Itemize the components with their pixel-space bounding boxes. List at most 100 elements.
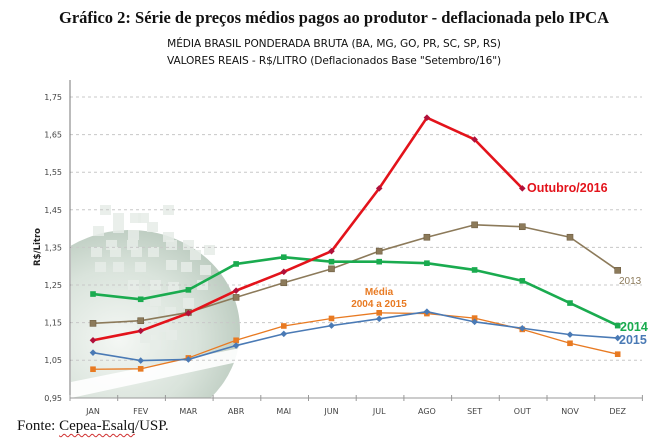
data-point (328, 258, 335, 265)
data-point (566, 331, 574, 338)
y-tick-label: 1,25 (44, 281, 62, 290)
data-point (614, 267, 622, 274)
data-point (567, 300, 573, 306)
data-point (519, 324, 526, 332)
data-point (471, 318, 478, 326)
y-tick-label: 1,65 (44, 131, 62, 140)
y-tick-label: 1,75 (44, 93, 62, 102)
bg-square (147, 325, 158, 335)
data-point (137, 327, 144, 335)
data-point (614, 322, 621, 329)
bg-square (110, 247, 121, 257)
data-point (232, 287, 240, 294)
data-point (185, 356, 192, 363)
bg-square (113, 223, 124, 233)
bg-square (130, 213, 141, 223)
x-tick-label: MAR (179, 407, 197, 416)
bg-square (93, 226, 104, 236)
data-point (328, 265, 335, 273)
data-point (471, 221, 478, 229)
series-label: 2014 (620, 320, 648, 334)
data-point (185, 287, 192, 293)
bg-square (147, 222, 158, 232)
bg-square (200, 265, 211, 275)
bg-square (106, 240, 117, 250)
data-point (328, 247, 335, 255)
chart-subtitle-2: VALORES REAIS - R$/LITRO (Deflacionados … (166, 55, 502, 67)
data-point (519, 278, 526, 284)
x-tick-label: JAN (85, 407, 100, 416)
data-point (280, 279, 288, 287)
x-tick-label: ABR (228, 407, 245, 416)
data-point (89, 320, 97, 327)
data-point (567, 340, 573, 347)
bg-square (150, 340, 161, 350)
footer-prefix: Fonte: (17, 418, 60, 434)
data-point (280, 323, 287, 329)
data-point (614, 351, 621, 357)
chart-title: Gráfico 2: Série de preços médios pagos … (59, 8, 609, 27)
data-point (232, 294, 240, 301)
x-tick-label: NOV (561, 407, 579, 416)
series-2014 (90, 254, 621, 329)
data-point (518, 223, 526, 231)
bg-square (138, 213, 149, 223)
series-line (92, 255, 619, 327)
data-point (423, 308, 431, 315)
data-point (137, 357, 144, 364)
y-tick-label: 1,35 (44, 243, 62, 252)
y-axis-ticks: 0,95 1,05 1,15 1,25 1,35 1,45 1,55 1,65 1,75 (44, 93, 62, 403)
data-point (423, 114, 431, 121)
x-tick-label: OUT (514, 407, 531, 416)
data-point (376, 310, 383, 316)
series-label: 2013 (619, 276, 642, 287)
data-point (614, 334, 621, 342)
x-tick-label: MAI (276, 407, 291, 416)
bg-square (204, 245, 215, 255)
series-line (92, 310, 618, 362)
bg-square (91, 247, 102, 257)
bg-square (148, 247, 159, 257)
series-line (92, 224, 619, 325)
data-point (424, 260, 430, 266)
series-label: 2015 (619, 333, 647, 347)
footer-source: Cepea-Esalq (59, 418, 135, 434)
data-point (280, 254, 287, 260)
bg-square (166, 240, 177, 250)
data-point (566, 233, 574, 241)
series-2013 (89, 221, 622, 327)
bg-square (132, 296, 143, 306)
data-point (375, 247, 383, 255)
series-label: Outubro/2016 (527, 181, 608, 195)
x-tick-label: DEZ (609, 407, 626, 416)
data-point (90, 291, 96, 297)
bg-square (166, 330, 177, 340)
y-axis-label: R$/Litro (33, 228, 43, 266)
data-point (137, 296, 144, 303)
data-point (89, 349, 97, 356)
x-axis-ticks: JAN FEV MAR ABR MAI JUN JUL AGO SET OUT NOV DEZ (69, 395, 643, 416)
bg-square (183, 240, 194, 250)
y-tick-label: 0,95 (44, 394, 62, 403)
bg-square (140, 333, 151, 343)
data-point (137, 317, 144, 325)
data-point (280, 330, 288, 338)
data-point (233, 337, 239, 344)
data-point (232, 342, 240, 349)
data-point (185, 309, 192, 317)
data-point (328, 322, 335, 329)
source-footer: Fonte: Cepea-Esalq/USP. (17, 418, 169, 435)
bg-square (168, 282, 179, 292)
x-tick-label: SET (467, 407, 482, 416)
footer-suffix: /USP. (134, 418, 169, 434)
bg-square (131, 247, 142, 257)
data-point (375, 315, 383, 323)
series-group (89, 114, 622, 373)
y-tick-label: 1,45 (44, 206, 62, 215)
series-label: Média (365, 287, 394, 298)
bg-square (183, 298, 194, 308)
bg-square (113, 213, 124, 223)
bg-square (113, 262, 124, 272)
data-point (471, 136, 478, 143)
